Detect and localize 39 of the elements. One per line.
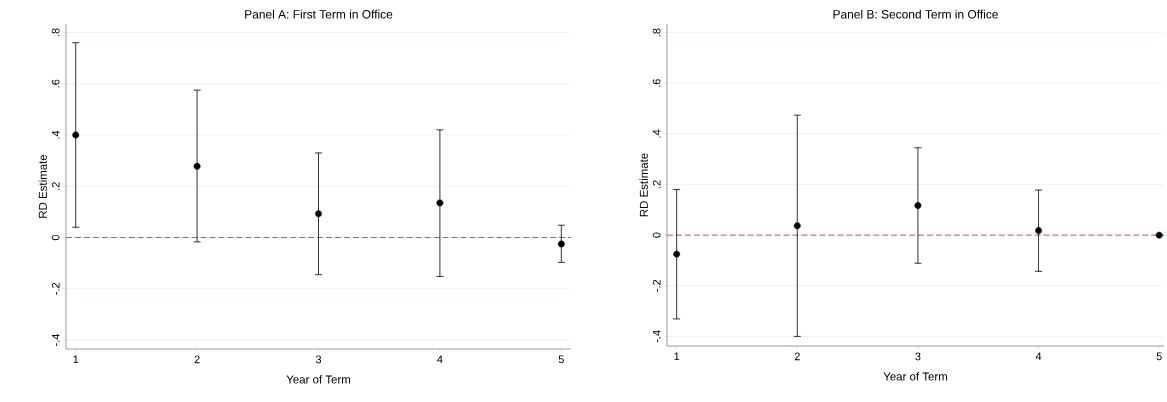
y-tick-label: .6 [652, 79, 661, 87]
y-tick-label: -.4 [51, 333, 60, 346]
y-tick-label: -.4 [652, 330, 661, 343]
point [193, 162, 201, 170]
x-axis-title: Year of Term [286, 375, 351, 384]
x-tick-label: 3 [315, 355, 322, 364]
point [72, 131, 80, 139]
x-tick-label: 1 [674, 352, 680, 361]
y-tick-label: .2 [652, 180, 661, 189]
y-tick-label: .4 [51, 130, 60, 139]
x-tick-label: 2 [194, 355, 200, 364]
y-tick-label: 0 [51, 234, 60, 241]
y-tick-label: -.2 [652, 279, 661, 292]
x-axis-title: Year of Term [883, 372, 948, 381]
y-tick-label: .8 [652, 28, 661, 37]
point [673, 250, 681, 258]
chart-title: Panel B: Second Term in Office [833, 9, 998, 19]
x-tick-label: 2 [794, 352, 800, 361]
y-tick-label: .4 [652, 129, 661, 138]
y-tick-label: 0 [652, 232, 661, 238]
y-axis-title: RD Estimate [38, 154, 47, 218]
x-tick-label: 3 [915, 352, 921, 361]
y-tick-label: .2 [51, 182, 60, 190]
point [793, 222, 801, 230]
point [315, 210, 322, 218]
point [436, 199, 444, 207]
y-tick-label: .6 [51, 79, 60, 88]
y-axis-title: RD Estimate [639, 153, 648, 217]
point [1035, 227, 1042, 234]
point [557, 240, 565, 248]
y-tick-label: .8 [51, 28, 60, 37]
chart-title: Panel A: First Term in Office [245, 9, 393, 19]
x-tick-label: 1 [73, 355, 79, 364]
y-tick-label: -.2 [51, 282, 60, 295]
x-tick-label: 4 [437, 355, 443, 364]
x-tick-label: 4 [1035, 352, 1042, 361]
point [914, 202, 922, 209]
x-tick-label: 5 [1156, 352, 1162, 361]
x-tick-label: 5 [558, 355, 564, 364]
